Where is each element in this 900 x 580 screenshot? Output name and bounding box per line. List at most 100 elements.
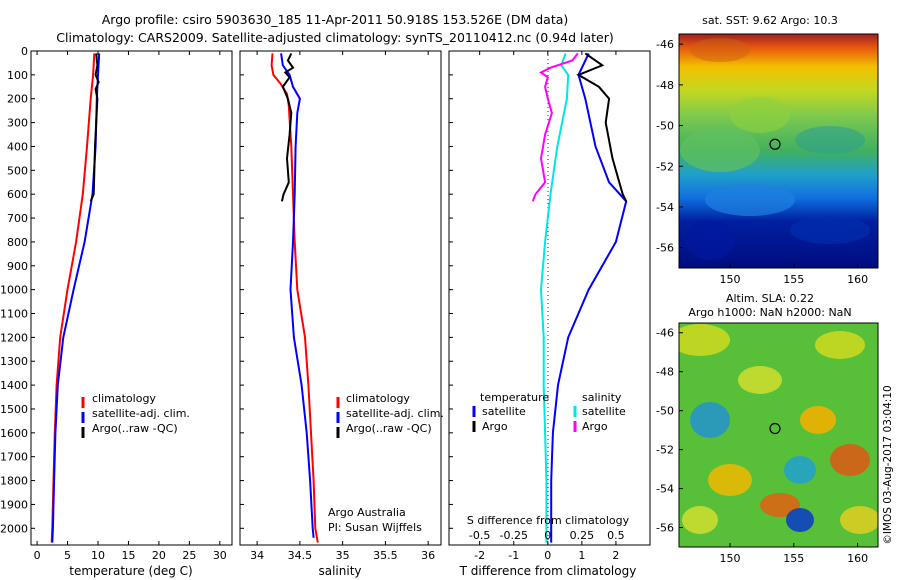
x2-tick-label: 0.5 [607, 529, 625, 542]
y-tick-label: 1100 [0, 308, 28, 321]
salinity-plot-area [270, 52, 319, 543]
difference-legend-temperature-header: temperature [480, 391, 549, 404]
difference-legend-s-satellite: satellite [582, 405, 626, 418]
salinity-xlabel: salinity [318, 564, 361, 578]
salinity-axes [239, 50, 442, 546]
y-tick-label: 0 [21, 45, 28, 58]
x-tick-label: 2 [612, 549, 619, 562]
x-tick-label: -2 [474, 549, 485, 562]
x-tick-label: 36 [421, 549, 435, 562]
salinity-legend-argo: Argo(..raw -QC) [346, 422, 432, 435]
y-tick-label: 1000 [0, 284, 28, 297]
map-y-tick-label: -56 [656, 522, 674, 535]
x-tick-label: 25 [182, 549, 196, 562]
map-x-tick-label: 160 [847, 273, 868, 286]
map-y-tick-label: -50 [656, 120, 674, 133]
y-tick-label: 1200 [0, 331, 28, 344]
temperature-axes [30, 50, 233, 546]
difference-x2label: S difference from climatology [467, 514, 630, 527]
salinity-series-argo-raw-qc- [280, 52, 295, 202]
difference-series-temperature-satellite [550, 52, 628, 543]
figure-title-line2: Climatology: CARS2009. Satellite-adjuste… [56, 30, 613, 45]
map-y-tick-label: -56 [656, 242, 674, 255]
y-tick-label: 1600 [0, 427, 28, 440]
salinity-legend-satellite: satellite-adj. clim. [346, 407, 444, 420]
figure-title-line1: Argo profile: csiro 5903630_185 11-Apr-2… [102, 12, 569, 27]
salinity-series-satellite-adj-clim- [280, 53, 315, 538]
y-tick-label: 300 [7, 117, 28, 130]
difference-legend-salinity-header: salinity [582, 391, 622, 404]
x-tick-label: 5 [64, 549, 71, 562]
sst-map-argo-marker [769, 138, 781, 150]
sla-map-axes [678, 322, 879, 548]
y-tick-label: 1300 [0, 355, 28, 368]
map-x-tick-label: 160 [847, 552, 868, 565]
temperature-plot-area [50, 53, 101, 543]
sla-map-image [679, 323, 878, 547]
x2-tick-label: 0 [544, 529, 551, 542]
x-tick-label: 0 [34, 549, 41, 562]
sla-map-ticks: 150 155 160 -46 -48 -50 -52 -54 -56 [656, 327, 868, 565]
y-tick-label: 1500 [0, 403, 28, 416]
map-y-tick-label: -52 [656, 444, 674, 457]
temperature-legend-climatology: climatology [92, 392, 156, 405]
sst-map-panel: sat. SST: 9.62 Argo: 10.3 [656, 14, 879, 286]
temperature-series-argo-raw-qc- [89, 53, 100, 202]
y-tick-label: 1800 [0, 475, 28, 488]
salinity-annotation-line1: Argo Australia [328, 506, 406, 519]
sst-map-ticks: 150 155 160 -46 -48 -50 -52 -54 -56 [656, 38, 868, 286]
sst-map-image [679, 34, 878, 268]
y-tick-label: 200 [7, 93, 28, 106]
difference-legend-t-satellite: satellite [482, 405, 526, 418]
x2-tick-label: 0.25 [570, 529, 595, 542]
y-tick-label: 2000 [0, 522, 28, 535]
difference-series-salinity-argo [531, 52, 579, 202]
sst-map-title: sat. SST: 9.62 Argo: 10.3 [702, 14, 838, 27]
map-y-tick-label: -48 [656, 79, 674, 92]
difference-series-temperature-argo [576, 52, 628, 202]
y-tick-label: 400 [7, 140, 28, 153]
salinity-legend-climatology: climatology [346, 392, 410, 405]
y-tick-label: 800 [7, 236, 28, 249]
sla-map-subtitle: Argo h1000: NaN h2000: NaN [688, 306, 851, 319]
x-tick-label: -1 [508, 549, 519, 562]
x-tick-label: 0 [544, 549, 551, 562]
difference-ticks: -2 -1 0 1 2 -0.5 -0.25 0 0.25 0.5 [449, 50, 625, 562]
sla-map-panel: Altim. SLA: 0.22 Argo h1000: NaN h2000: … [656, 292, 879, 565]
temperature-ticks: 0 5 10 15 20 25 300100200300400500600700800900… [0, 45, 227, 562]
difference-legend-s-argo: Argo [582, 420, 608, 433]
map-y-tick-label: -48 [656, 366, 674, 379]
argo-position-marker [769, 138, 781, 150]
x-tick-label: 1 [578, 549, 585, 562]
map-y-tick-label: -52 [656, 160, 674, 173]
map-x-tick-label: 155 [783, 552, 804, 565]
map-y-tick-label: -54 [656, 483, 674, 496]
temperature-panel: 0 5 10 15 20 25 300100200300400500600700800900… [0, 45, 233, 578]
map-y-tick-label: -54 [656, 201, 674, 214]
x2-tick-label: -0.5 [469, 529, 490, 542]
credit-text: ©IMOS 03-Aug-2017 03:04:10 [882, 385, 894, 544]
salinity-panel: 34 34.5 35 35.5 36 salinity climatology sate… [239, 50, 444, 578]
x2-tick-label: -0.25 [499, 529, 527, 542]
salinity-annotation-line2: PI: Susan Wijffels [328, 521, 422, 534]
map-y-tick-label: -46 [656, 38, 674, 51]
y-tick-label: 600 [7, 188, 28, 201]
difference-plot-area [531, 52, 628, 543]
difference-legend-t-argo: Argo [482, 420, 508, 433]
map-y-tick-label: -50 [656, 405, 674, 418]
sla-map-argo-marker [769, 422, 781, 435]
x-tick-label: 34 [250, 549, 264, 562]
map-x-tick-label: 155 [783, 273, 804, 286]
temperature-legend-satellite: satellite-adj. clim. [92, 407, 190, 420]
difference-panel: -2 -1 0 1 2 -0.5 -0.25 0 0.25 0.5 S difference fr… [448, 50, 651, 578]
y-tick-label: 500 [7, 164, 28, 177]
y-tick-label: 900 [7, 260, 28, 273]
salinity-ticks: 34 34.5 35 35.5 36 [240, 50, 435, 562]
difference-xlabel: T difference from climatology [459, 564, 637, 578]
difference-legend: temperature satellite Argo salinity sate… [472, 391, 626, 433]
argo-position-marker [769, 422, 781, 435]
map-y-tick-label: -46 [656, 327, 674, 340]
x-tick-label: 10 [91, 549, 105, 562]
y-tick-label: 700 [7, 212, 28, 225]
